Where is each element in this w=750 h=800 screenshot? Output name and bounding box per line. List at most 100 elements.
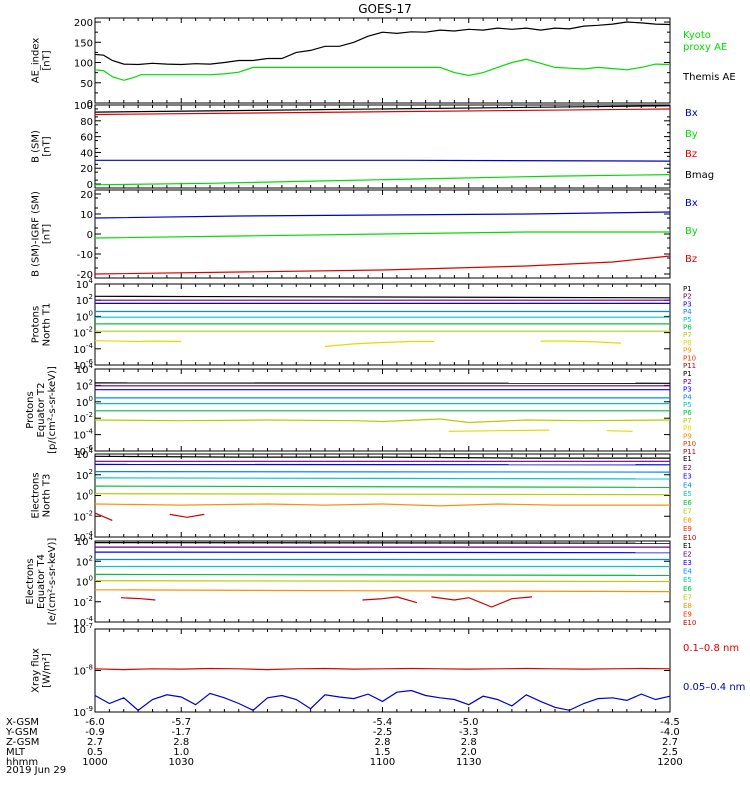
y-axis-label: North T3 — [42, 474, 53, 518]
legend-entry: 0.05–0.4 nm — [683, 682, 745, 693]
legend-entry: P7 — [683, 331, 692, 339]
legend-entry: P11 — [683, 362, 696, 370]
x-row-value: -6.0 — [85, 717, 105, 728]
y-axis-label: [e/(cm²-s-sr-keV)] — [47, 538, 58, 626]
series-line-en-8 — [94, 512, 113, 521]
series-line-pn-9 — [540, 340, 622, 344]
y-tick-label: 10-6 — [73, 358, 93, 372]
legend-entry: P4 — [683, 308, 692, 316]
y-tick-label: 104 — [76, 534, 94, 548]
legend-entry: Bmag — [685, 170, 714, 181]
y-tick-label: 10-7 — [73, 622, 93, 636]
figure-title: GOES-17 — [358, 2, 412, 16]
y-axis-label: Electrons — [25, 558, 36, 604]
series-line-bigrf-1 — [94, 231, 670, 239]
y-axis-label: Electrons — [31, 472, 42, 518]
y-axis-label: [W/m²] — [42, 653, 53, 688]
legend-entry: P3 — [683, 386, 692, 394]
x-row-value: 2.7 — [87, 737, 103, 748]
series-line-ee-9 — [362, 596, 418, 604]
legend-entry: P5 — [683, 401, 692, 409]
y-tick-label: 104 — [76, 277, 94, 291]
series-line-ee-10 — [431, 596, 533, 608]
legend-entry: E5 — [683, 490, 692, 498]
x-row-value: 1000 — [82, 757, 107, 768]
y-tick-label: 0 — [87, 230, 93, 241]
x-row-value: 0.5 — [87, 747, 103, 758]
legend-entry: E9 — [683, 525, 692, 533]
legend-entry: P8 — [683, 339, 692, 347]
legend-entry: E10 — [683, 619, 696, 627]
y-axis-label: [nT] — [42, 50, 53, 70]
series-line-en-7 — [94, 503, 670, 507]
legend-entry: E6 — [683, 585, 692, 593]
legend-entry: Bz — [685, 254, 697, 265]
panel-xray: 10-7 10-8 10-9 Xray flux [W/m²] 0.1–0.8 nm 0.0… — [31, 622, 746, 719]
panel-en: 104 102 100 10-2 10-4 Electrons North T3 E1E2E3… — [31, 447, 697, 544]
y-tick-label: 80 — [80, 117, 93, 128]
legend-entry: P3 — [683, 300, 692, 308]
panel-frame — [94, 368, 671, 452]
series-line-pe-6 — [94, 418, 671, 424]
x-row-value: 2.0 — [461, 747, 477, 758]
y-tick-label: 100 — [76, 489, 93, 503]
x-row-value: 2.7 — [662, 737, 678, 748]
panel-frame — [94, 453, 671, 538]
x-row-value: -1.7 — [171, 727, 191, 738]
y-axis-label: Xray flux — [31, 648, 42, 693]
legend-entry: E5 — [683, 576, 692, 584]
legend-entry: P11 — [683, 448, 696, 456]
series-line-pe-7 — [448, 429, 550, 432]
y-tick-label: 100 — [74, 101, 93, 112]
x-row-value: -4.0 — [660, 727, 680, 738]
legend-entry: P7 — [683, 417, 692, 425]
legend-entry: P6 — [683, 409, 692, 417]
x-row-value: 2.8 — [461, 737, 477, 748]
y-tick-label: 10-9 — [73, 705, 93, 719]
y-axis-label: Equator T4 — [36, 554, 47, 609]
x-row-label: hhmm — [6, 757, 38, 768]
y-axis-label: [nT] — [42, 224, 53, 244]
y-tick-label: 10-2 — [73, 411, 93, 425]
legend-entry: E7 — [683, 508, 692, 516]
x-row-value: 2.5 — [662, 747, 678, 758]
y-tick-label: 200 — [74, 18, 93, 29]
y-tick-label: 10-4 — [73, 530, 93, 544]
legend-entry: Themis AE — [682, 72, 736, 83]
series-line-ee-6 — [94, 580, 671, 583]
date-label: 2019 Jun 29 — [6, 765, 66, 776]
x-row-value: -0.9 — [85, 727, 105, 738]
y-axis-label: Protons — [31, 306, 42, 343]
series-line-en-3 — [94, 471, 671, 473]
panel-pn: 104 102 100 10-2 10-4 10-6 Protons North T1 P1P2… — [31, 277, 697, 372]
series-line-ae-0 — [94, 21, 671, 66]
legend-entry: P1 — [683, 370, 692, 378]
y-tick-label: 102 — [76, 378, 93, 392]
legend-entry: E3 — [683, 559, 692, 567]
y-axis-label: B (SM)-IGRF (SM) — [31, 191, 42, 277]
legend-entry: E6 — [683, 499, 692, 507]
y-tick-label: 60 — [80, 133, 93, 144]
y-tick-label: 102 — [76, 554, 93, 568]
legend-entry: P9 — [683, 347, 692, 355]
legend-entry: Kyoto — [683, 30, 711, 41]
series-line-pn-8 — [324, 340, 435, 347]
legend-entry: P9 — [683, 432, 692, 440]
series-line-xray-1 — [94, 689, 671, 712]
series-line-en-9 — [169, 513, 205, 518]
x-row-value: 2.8 — [173, 737, 189, 748]
y-tick-label: 100 — [76, 575, 93, 589]
legend-entry: P10 — [683, 354, 696, 362]
x-row-value: -4.5 — [660, 717, 680, 728]
legend-entry: E2 — [683, 551, 692, 559]
y-tick-label: 102 — [76, 293, 93, 307]
legend-entry: proxy AE — [683, 42, 727, 53]
x-row-value: 1200 — [657, 757, 682, 768]
x-row-value: -5.4 — [373, 717, 393, 728]
y-tick-label: -10 — [77, 250, 93, 261]
legend-entry: 0.1–0.8 nm — [683, 643, 739, 654]
series-line-xray-0 — [94, 667, 671, 671]
series-line-ee-8 — [120, 597, 156, 601]
